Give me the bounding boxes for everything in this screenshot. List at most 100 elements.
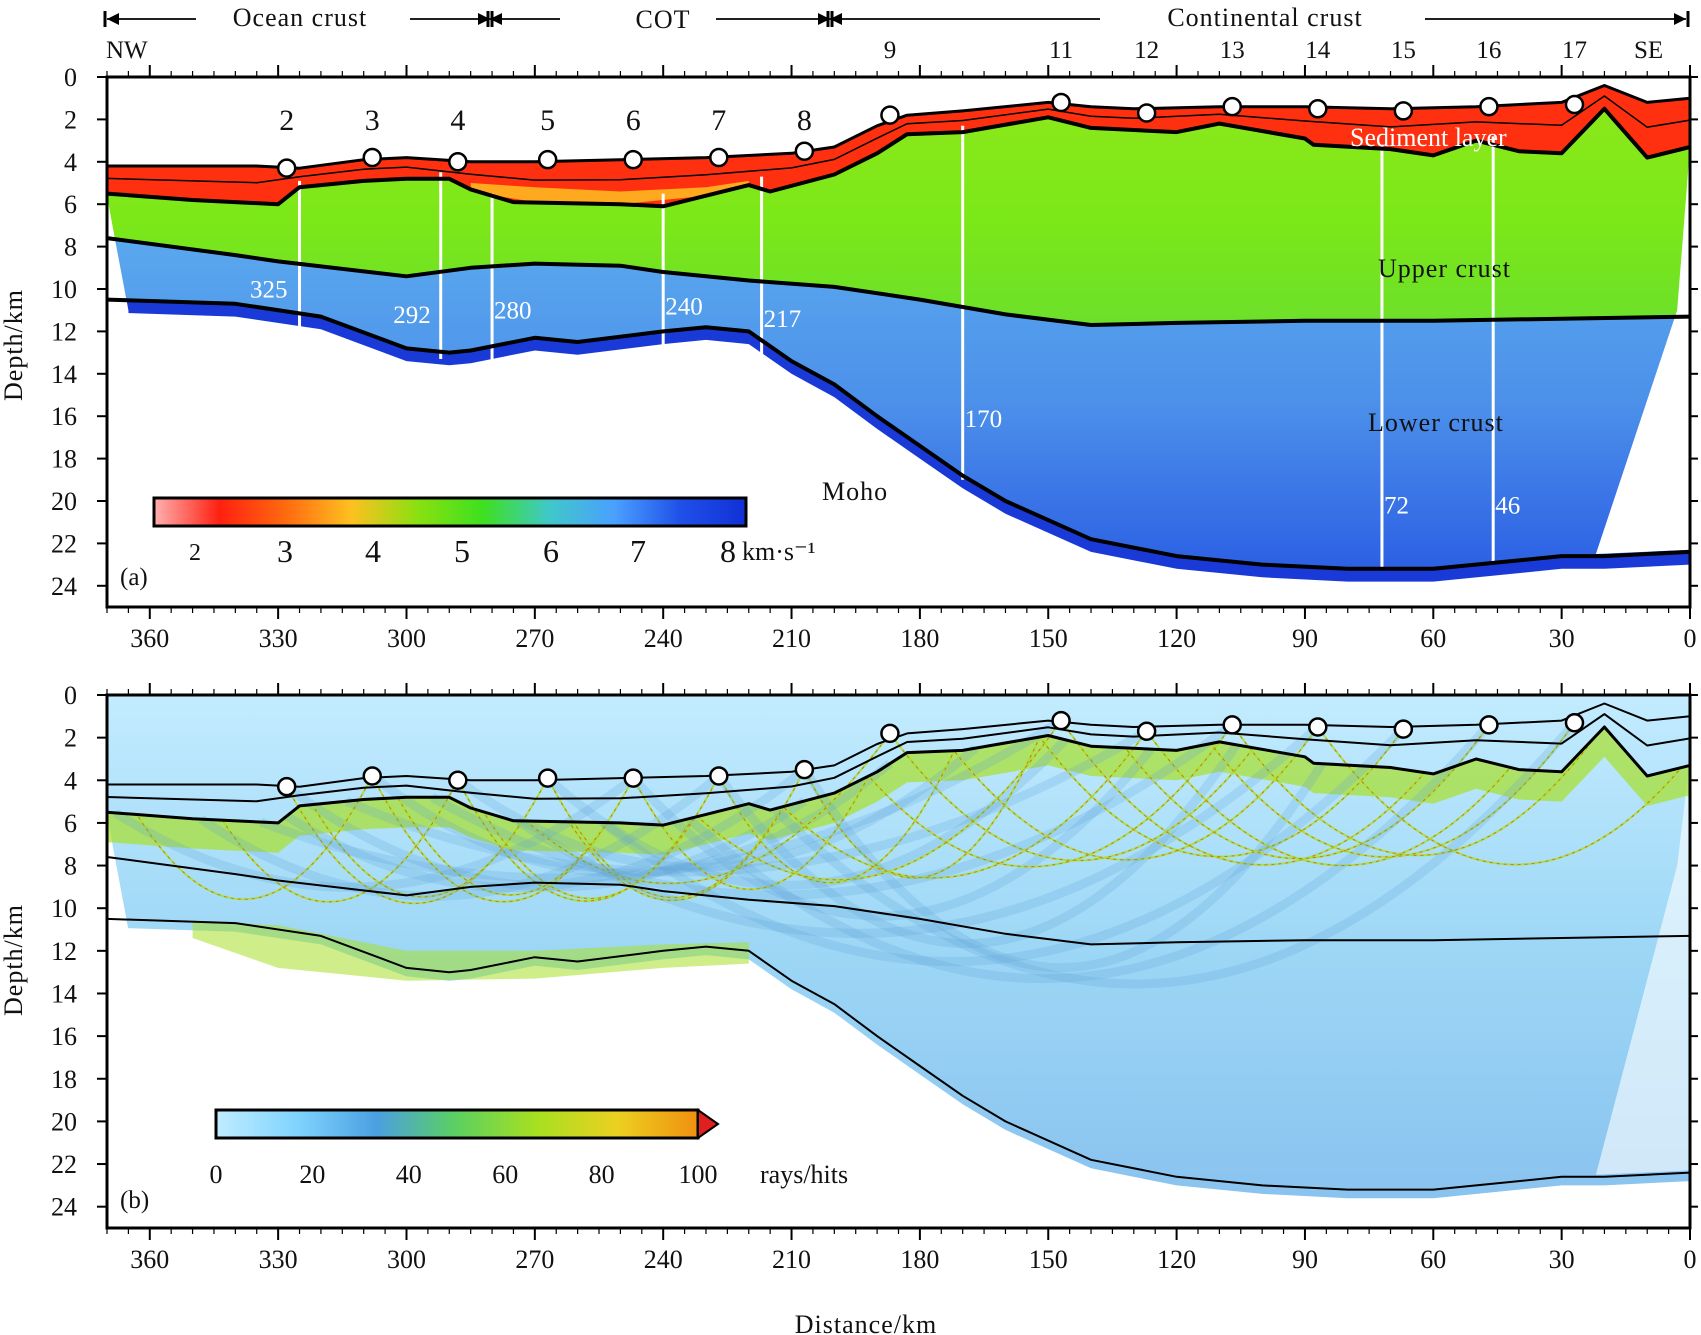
ray-path-dense [136, 775, 373, 900]
hits-colorbar-tick: 100 [679, 1160, 718, 1189]
direction-se: SE [1634, 37, 1663, 64]
obs-label: 4 [450, 104, 465, 137]
x-tick-label: 180 [900, 624, 939, 653]
well-label: 217 [764, 306, 802, 333]
mantle-region [107, 299, 1690, 582]
y-tick-label: 4 [64, 766, 77, 795]
upper-crust-region [107, 108, 1690, 325]
sediment-region [107, 85, 1690, 207]
label-lower-crust: Lower crust [1368, 408, 1504, 437]
ray-boundary [106, 917, 1691, 1191]
ray-layer-boundaries [106, 702, 1691, 1191]
ray-path-dense [1146, 730, 1511, 866]
ray-arc [429, 721, 1235, 900]
ray-boundary [106, 856, 1691, 946]
ray-path-dense [697, 720, 1062, 881]
x-tick-label: 0 [1684, 1245, 1697, 1274]
zone-arrowhead [818, 13, 830, 25]
well-label: 170 [965, 406, 1003, 433]
obs-marker [362, 147, 383, 168]
ray-obs-markers [276, 710, 1585, 797]
obs-marker [1051, 92, 1071, 113]
hits-colorbar-tick: 0 [210, 1160, 223, 1189]
obs-marker-b [1051, 710, 1071, 731]
y-tick-label: 4 [64, 148, 77, 177]
obs-marker-b [1222, 715, 1242, 735]
y-tick-label: 18 [51, 1065, 77, 1094]
obs-marker-b [709, 766, 729, 786]
obs-marker [794, 141, 815, 161]
obs-marker [623, 149, 643, 170]
obs-label: 2 [279, 104, 294, 137]
boundary-sediment-base [106, 106, 1691, 209]
ray-path-dense [1210, 722, 1575, 858]
well-label: 46 [1495, 493, 1520, 520]
x-tick-label: 210 [772, 1245, 811, 1274]
x-axis-title: Distance/km [795, 1310, 937, 1335]
ray-boundary [107, 702, 1691, 788]
obs-label: 11 [1049, 37, 1073, 64]
obs-marker-b [276, 776, 297, 797]
ray-path-dense [1039, 728, 1404, 858]
ray-path-dense [525, 733, 891, 884]
moho-hit-band [192, 921, 749, 981]
y-tick-label: 6 [64, 190, 77, 219]
velocity-colorbar-tick: 6 [543, 533, 559, 569]
velocity-colorbar-bar [152, 496, 748, 528]
obs-label: 17 [1562, 37, 1587, 64]
ray-path-dense [286, 786, 523, 904]
obs-marker-b [1564, 712, 1585, 733]
ray-boundary [106, 713, 1691, 803]
obs-marker-b [537, 768, 558, 788]
ray-arc [771, 719, 1578, 989]
obs-marker [1222, 96, 1242, 117]
hits-colorbar-bar [214, 1108, 700, 1140]
x-tick-label: 180 [900, 1245, 939, 1274]
y-tick-label: 0 [64, 681, 77, 710]
ray-path-dense [371, 775, 608, 903]
ray-path [221, 779, 459, 903]
obs-label: 7 [711, 104, 726, 137]
obs-marker [880, 105, 900, 125]
ray-path-dense [1317, 726, 1682, 865]
hits-colorbar: 0 20 40 60 80 100 rays/hits [210, 1108, 848, 1189]
ray-path-dense [397, 777, 634, 896]
obs-marker [1393, 101, 1414, 121]
panel-a-frame: 360 330 300 270 240 210 180 150 120 90 60 30 0024681… [51, 63, 1698, 653]
y-tick-label: 12 [51, 317, 77, 346]
obs-label: 8 [797, 104, 812, 137]
obs-label: 15 [1391, 37, 1416, 64]
label-upper-crust: Upper crust [1378, 254, 1511, 283]
well-label: 292 [393, 302, 431, 329]
boundary-upper-lower-crust-boundary [106, 236, 1691, 327]
y-tick-label: 10 [51, 894, 77, 923]
velocity-colorbar-tick: 2 [189, 540, 201, 566]
x-tick-label: 300 [387, 1245, 426, 1274]
ray-paths [113, 716, 1683, 989]
y-tick-label: 12 [51, 937, 77, 966]
y-tick-label: 2 [64, 724, 77, 753]
ray-arc [344, 727, 1149, 877]
hits-colorbar-overflow [697, 1108, 720, 1140]
label-moho: Moho [822, 477, 888, 506]
direction-nw: NW [106, 37, 148, 64]
zone-arrowhead [490, 13, 502, 25]
ray-arc [284, 766, 808, 893]
zone-label-ocean: Ocean crust [233, 3, 367, 32]
x-tick-label: 30 [1549, 1245, 1575, 1274]
velocity-colorbar-tick: 3 [277, 533, 293, 569]
velocity-colorbar-unit: km·s⁻¹ [742, 537, 816, 566]
ray-arc [113, 774, 636, 892]
y-tick-label: 14 [51, 360, 77, 389]
y-tick-label: 8 [64, 233, 77, 262]
obs-markers: 2 3 4 5 6 7 8 9 11 12 13 14 15 16 17 [276, 37, 1587, 178]
hits-colorbar-tick: 20 [299, 1160, 325, 1189]
ray-boundary [106, 725, 1691, 827]
zone-arrowhead [1674, 13, 1686, 25]
obs-marker-b [1479, 715, 1499, 735]
x-tick-label: 270 [515, 1245, 554, 1274]
obs-marker [709, 147, 729, 168]
